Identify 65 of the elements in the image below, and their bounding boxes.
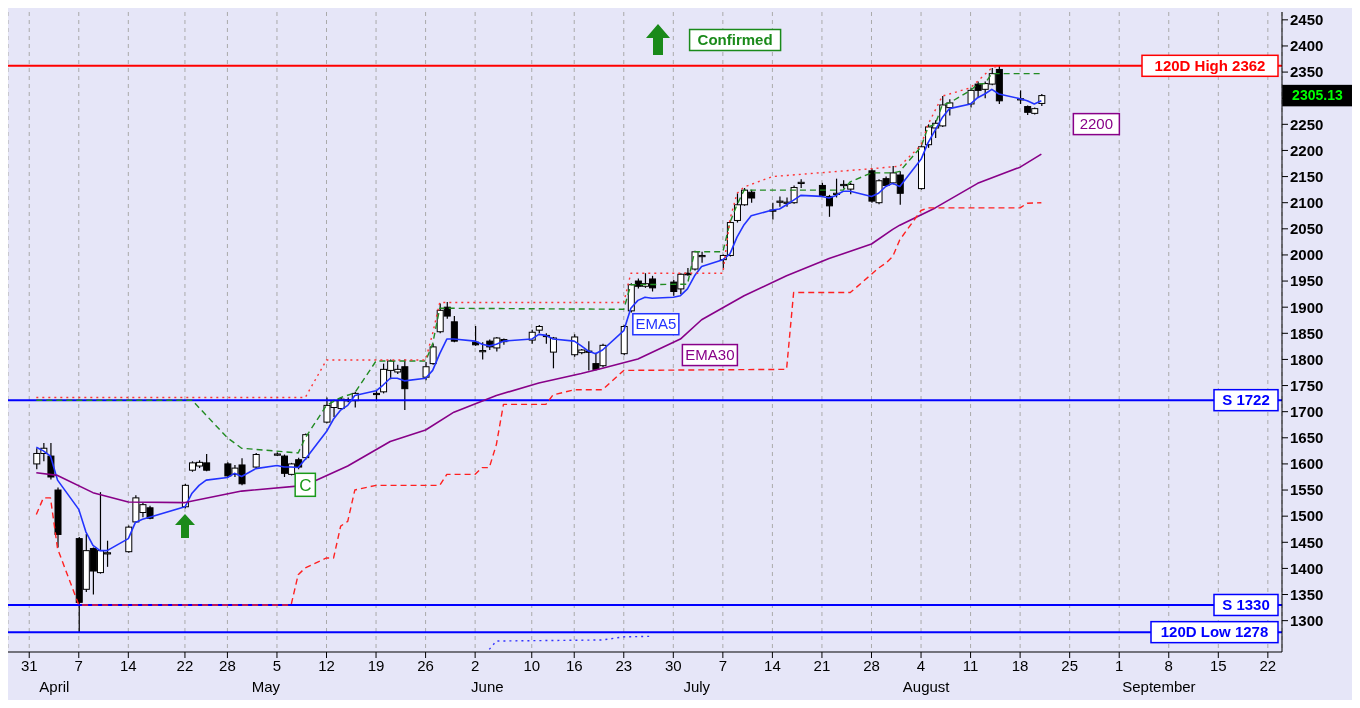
x-tick-label: 14 — [764, 656, 781, 674]
x-tick-label: 22 — [1259, 656, 1277, 674]
x-tick-label: 7 — [718, 656, 728, 674]
y-tick-label: 2450 — [1290, 11, 1324, 29]
x-tick-label: 30 — [664, 656, 682, 674]
x-tick-label: 28 — [219, 656, 236, 674]
y-tick-label: 1700 — [1290, 403, 1324, 420]
x-tick-label: 22 — [176, 656, 194, 674]
text: September — [1122, 678, 1196, 695]
y-tick-label: 1450 — [1290, 533, 1324, 551]
y-tick-label: 2050 — [1290, 220, 1324, 238]
x-tick-label: 16 — [565, 656, 583, 674]
y-tick-label: 1750 — [1290, 376, 1324, 394]
x-tick-label: 19 — [367, 656, 385, 674]
series-label: EMA5 — [635, 315, 677, 333]
x-tick-label: 7 — [74, 656, 83, 674]
x-tick-label: 1 — [1115, 656, 1124, 674]
x-tick-label: 11 — [962, 656, 979, 674]
x-tick-label: 15 — [1209, 656, 1227, 674]
x-tick-label: 31 — [20, 656, 38, 674]
y-tick-label: 2250 — [1290, 115, 1324, 133]
y-tick-label: 1650 — [1290, 429, 1324, 447]
y-tick-label: 1600 — [1290, 455, 1324, 473]
ref-line-label: 120D Low 1278 — [1160, 623, 1269, 641]
ref-line-label: S 1330 — [1222, 596, 1270, 614]
y-tick-label: 1950 — [1290, 272, 1324, 290]
y-tick-label: 1850 — [1290, 324, 1324, 342]
y-tick-label: 1550 — [1290, 481, 1324, 499]
x-tick-label: 23 — [615, 656, 633, 674]
annotation: Confirmed — [697, 31, 773, 49]
x-tick-label: 25 — [1061, 656, 1079, 674]
text: 2305.13 — [1292, 87, 1343, 104]
x-tick-label: 21 — [813, 656, 831, 674]
text: May — [251, 678, 281, 695]
y-tick-label: 1400 — [1290, 559, 1324, 577]
y-tick-label: 1800 — [1290, 350, 1324, 368]
y-tick-label: 2350 — [1290, 63, 1324, 81]
annotation: 2200 — [1079, 115, 1114, 133]
y-tick-label: 2200 — [1290, 141, 1324, 159]
y-tick-label: 1350 — [1290, 585, 1324, 603]
x-tick-label: 26 — [417, 656, 434, 674]
x-tick-label: 10 — [523, 656, 541, 674]
y-tick-label: 2000 — [1290, 246, 1324, 264]
x-tick-label: 18 — [1011, 656, 1029, 674]
text: July — [683, 678, 711, 695]
x-tick-label: 4 — [916, 656, 926, 674]
text: April — [39, 678, 70, 695]
y-tick-label: 2400 — [1290, 37, 1324, 55]
y-tick-label: 1500 — [1290, 507, 1324, 525]
x-tick-label: 2 — [470, 656, 480, 674]
x-tick-label: 12 — [318, 656, 335, 674]
y-tick-label: 2150 — [1290, 167, 1324, 185]
text: June — [471, 678, 504, 695]
x-tick-label: 14 — [119, 656, 137, 674]
y-tick-label: 1900 — [1290, 298, 1324, 316]
x-tick-label: 5 — [272, 656, 282, 674]
ref-line-label: 120D High 2362 — [1154, 57, 1266, 75]
annotation: C — [299, 475, 312, 495]
y-tick-label: 2100 — [1290, 194, 1324, 212]
ref-line-label: S 1722 — [1222, 391, 1270, 409]
series-label: EMA30 — [685, 346, 735, 364]
text: August — [902, 678, 951, 695]
x-tick-label: 8 — [1164, 656, 1173, 674]
x-tick-label: 28 — [863, 656, 880, 674]
y-tick-label: 1300 — [1290, 611, 1324, 629]
